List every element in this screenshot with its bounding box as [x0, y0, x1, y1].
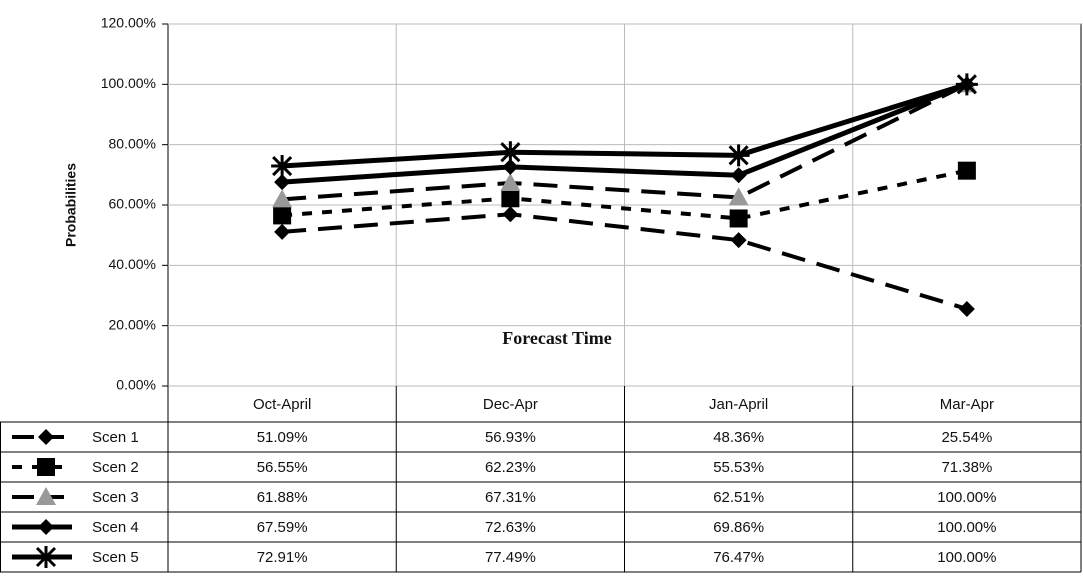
marker — [500, 172, 521, 191]
table-header: Dec-Apr — [483, 396, 538, 413]
y-tick-label: 60.00% — [109, 196, 156, 212]
marker — [272, 189, 293, 208]
y-tick-label: 20.00% — [109, 316, 156, 332]
marker — [729, 209, 748, 228]
table-header: Oct-April — [253, 396, 311, 413]
table-cell: 25.54% — [941, 429, 992, 446]
table-cell: 100.00% — [937, 489, 996, 506]
legend-marker — [37, 458, 55, 476]
marker — [730, 232, 747, 249]
table-cell: 100.00% — [937, 549, 996, 566]
table-cell: 56.93% — [485, 429, 536, 446]
legend-label: Scen 1 — [92, 429, 139, 446]
y-tick-label: 100.00% — [101, 75, 156, 91]
table-cell: 72.91% — [257, 549, 308, 566]
marker — [271, 155, 294, 178]
y-tick-label: 40.00% — [109, 256, 156, 272]
marker — [502, 206, 519, 223]
table-cell: 67.31% — [485, 489, 536, 506]
series-line — [281, 82, 968, 185]
table-header: Mar-Apr — [940, 396, 994, 413]
marker — [502, 158, 519, 175]
series-line — [281, 212, 968, 311]
legend-marker — [38, 519, 54, 535]
marker — [957, 161, 976, 180]
series-line — [281, 82, 968, 202]
y-axis-label: Probabilities — [63, 163, 79, 247]
legend-label: Scen 5 — [92, 549, 139, 566]
marker — [730, 167, 747, 184]
table-cell: 72.63% — [485, 519, 536, 536]
table-cell: 69.86% — [713, 519, 764, 536]
table-cell: 61.88% — [257, 489, 308, 506]
legend-label: Scen 4 — [92, 519, 139, 536]
table-cell: 71.38% — [941, 459, 992, 476]
series-line — [281, 81, 968, 169]
legend-marker — [35, 546, 57, 568]
annotation: Forecast Time — [502, 328, 611, 348]
table-cell: 48.36% — [713, 429, 764, 446]
table-cell: 62.23% — [485, 459, 536, 476]
legend-marker — [36, 487, 56, 505]
table-cell: 62.51% — [713, 489, 764, 506]
table-cell: 55.53% — [713, 459, 764, 476]
table-cell: 100.00% — [937, 519, 996, 536]
marker — [273, 206, 292, 225]
table-cell: 51.09% — [257, 429, 308, 446]
table-header: Jan-April — [709, 396, 768, 413]
marker — [501, 189, 520, 208]
marker — [499, 141, 522, 164]
legend-label: Scen 3 — [92, 489, 139, 506]
y-tick-label: 120.00% — [101, 15, 156, 31]
table-cell: 56.55% — [257, 459, 308, 476]
marker — [955, 73, 978, 96]
marker — [274, 223, 291, 240]
marker — [958, 300, 975, 317]
legend-label: Scen 2 — [92, 459, 139, 476]
table-cell: 77.49% — [485, 549, 536, 566]
y-tick-label: 80.00% — [109, 135, 156, 151]
table-cell: 67.59% — [257, 519, 308, 536]
table-cell: 76.47% — [713, 549, 764, 566]
legend-marker — [38, 429, 54, 445]
y-tick-label: 0.00% — [116, 377, 156, 393]
marker — [274, 174, 291, 191]
series-line — [281, 168, 968, 221]
marker — [727, 144, 750, 167]
marker — [728, 187, 749, 206]
